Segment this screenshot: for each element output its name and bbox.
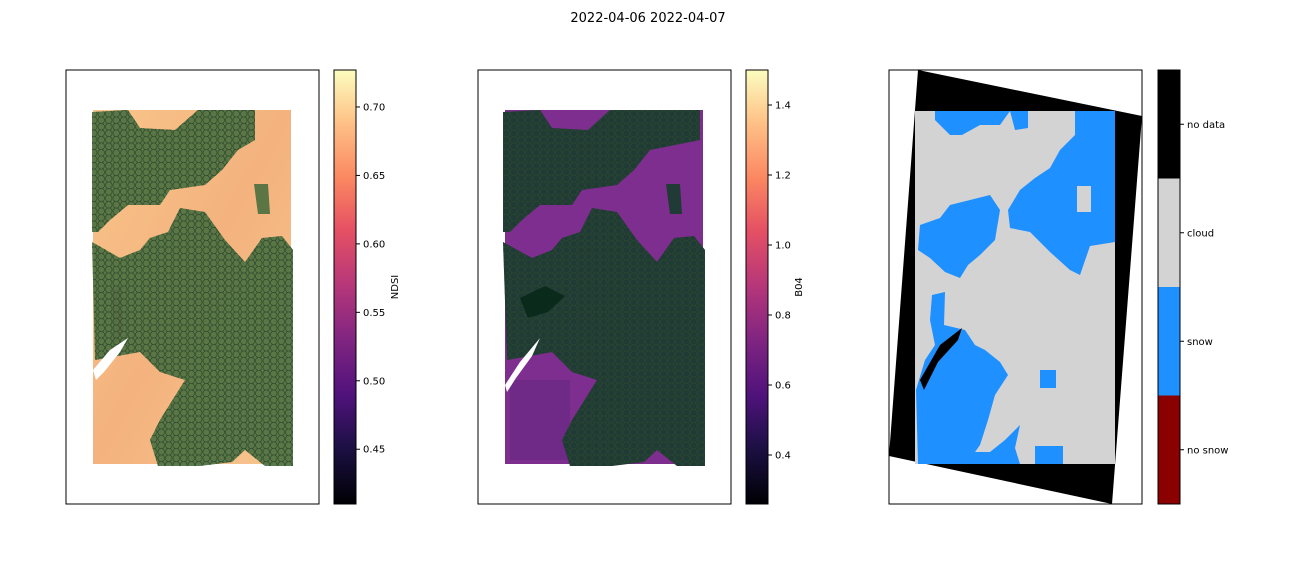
ndsi-axes [65,69,320,505]
b04-shadow-patch [520,286,565,318]
ndsi-axes-frame [65,69,320,505]
class-colorbar-tick-label: snow [1187,337,1213,348]
b04-colorbar-tick-label: 1.4 [775,101,791,112]
ndsi-colorbar-tick-label: 0.45 [363,445,385,456]
class-snow-spot2 [1035,446,1063,464]
b04-colorbar-bar [745,69,769,505]
ndsi-colorbar-tick-label: 0.55 [363,308,385,319]
class-colorbar-tick-label: no data [1187,120,1225,131]
ndsi-nodata-edge [93,338,128,380]
b04-colorbar-label: B04 [794,277,805,297]
b04-cloud-mask-small [666,184,682,214]
class-axes-frame [888,69,1143,505]
class-snow-spot1 [1040,370,1056,388]
b04-nodata-edge [505,338,540,392]
ndsi-colorbar-tick-label: 0.70 [363,102,385,113]
b04-axes-frame [477,69,732,505]
ndsi-colorbar-label: NDSI [390,275,401,299]
class-snow-top [915,111,1010,135]
class-colorbar-segment [1158,178,1180,287]
b04-colorbar: 0.4 0.6 0.8 1.0 1.2 1.4 B04 [745,69,805,505]
b04-axes [477,69,732,505]
class-snow-right [1008,111,1115,275]
class-colorbar-tick-label: cloud [1187,228,1214,239]
b04-raster-dark [510,380,570,460]
class-colorbar-tick-label: no snow [1187,445,1228,456]
b04-cloud-hex [503,110,705,466]
ndsi-colorbar: 0.45 0.50 0.55 0.60 0.65 0.70 NDSI [333,69,401,505]
class-snow-left [918,195,1000,278]
class-snow-top2 [1010,111,1028,130]
class-colorbar-segment [1158,70,1180,179]
b04-colorbar-tick-label: 0.8 [775,311,791,322]
b04-colorbar-tick-label: 1.0 [775,241,791,252]
class-cloud-hole [1077,186,1091,212]
ndsi-cloud-hex [92,110,293,466]
class-colorbar-segment [1158,395,1180,504]
ndsi-colorbar-tick-label: 0.65 [363,171,385,182]
class-colorbar-segment [1158,287,1180,396]
class-snow-bottom [916,292,1020,464]
ndsi-colorbar-bar [333,69,357,505]
class-colorbar: no snow snow cloud no data [1157,69,1228,505]
ndsi-colorbar-tick-label: 0.50 [363,376,385,387]
figure-title: 2022-04-06 2022-04-07 [570,11,725,26]
class-axes [888,69,1143,505]
b04-colorbar-tick-label: 0.4 [775,451,791,462]
ndsi-cloud-mask-small [254,184,270,214]
ndsi-colorbar-tick-label: 0.60 [363,239,385,250]
b04-colorbar-tick-label: 0.6 [775,381,791,392]
b04-colorbar-tick-label: 1.2 [775,171,791,182]
class-nodata-streak [920,328,962,390]
class-colorbar-frame [1157,69,1181,505]
